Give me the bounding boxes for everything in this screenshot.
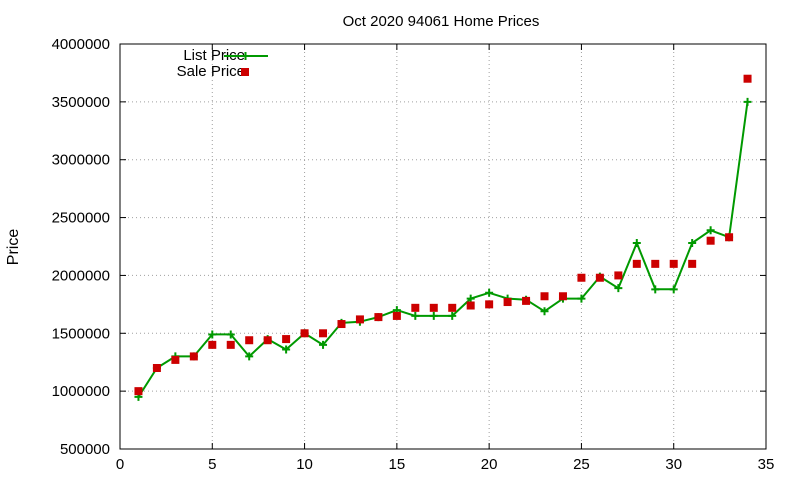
- sale-price-point: [411, 303, 420, 312]
- y-tick-label: 2500000: [52, 210, 110, 227]
- list-price-point: [614, 284, 623, 293]
- list-price-point: [577, 294, 586, 303]
- sale-price-point: [208, 340, 217, 349]
- list-price-point: [282, 345, 291, 354]
- list-price-point: [743, 97, 752, 106]
- list-price-point: [485, 288, 494, 297]
- y-tick-label: 3500000: [52, 94, 110, 111]
- sale-price-point: [632, 259, 641, 268]
- list-price-point: [466, 294, 475, 303]
- legend-label-sale-price: Sale Price: [177, 63, 245, 80]
- x-tick-label: 0: [116, 456, 124, 473]
- sale-price-point: [263, 336, 272, 345]
- sale-price-point: [152, 364, 161, 372]
- y-tick-label: 3000000: [52, 152, 110, 169]
- plot-series: [134, 74, 752, 401]
- plot-frame: [119, 43, 767, 450]
- sale-price-point: [558, 292, 567, 301]
- sale-price-point: [429, 303, 438, 312]
- grid-lines: [120, 44, 766, 449]
- sale-price-point: [337, 320, 346, 329]
- x-tick-label: 5: [208, 456, 216, 473]
- legend-marker-list-price: [241, 52, 250, 60]
- sale-price-point: [189, 352, 198, 361]
- sale-price-point: [355, 315, 364, 324]
- sale-price-point: [466, 301, 475, 310]
- sale-price-point: [706, 236, 715, 245]
- sale-price-point: [595, 273, 604, 282]
- sale-price-point: [577, 273, 586, 282]
- sale-price-point: [503, 298, 512, 307]
- sale-price-point: [448, 303, 457, 312]
- sale-price-point: [374, 313, 383, 322]
- sale-price-point: [319, 329, 328, 338]
- sale-price-point: [688, 259, 697, 268]
- sale-price-point: [392, 311, 401, 320]
- list-price-point: [245, 352, 254, 361]
- sale-price-point: [134, 387, 143, 396]
- sale-price-point: [725, 233, 734, 242]
- axis-ticks: 0 5 10 15 20 25 30 35 500000 1000000 1500000 200000…: [52, 36, 775, 473]
- sale-price-point: [485, 300, 494, 309]
- x-tick-label: 15: [389, 456, 406, 473]
- list-price-point: [429, 311, 438, 320]
- sale-price-point: [651, 259, 660, 268]
- x-tick-label: 35: [758, 456, 775, 473]
- list-price-line: [137, 101, 749, 398]
- list-price-point: [651, 285, 660, 294]
- x-tick-label: 20: [481, 456, 498, 473]
- y-tick-label: 1500000: [52, 325, 110, 342]
- sale-price-point: [743, 74, 752, 83]
- sale-price-point: [282, 335, 291, 344]
- sale-price-point: [540, 292, 549, 301]
- y-tick-label: 2000000: [52, 267, 110, 284]
- list-price-point: [226, 330, 235, 339]
- sale-price-point: [614, 271, 623, 280]
- list-price-point: [632, 239, 641, 248]
- list-price-point: [706, 226, 715, 235]
- x-tick-label: 10: [296, 456, 313, 473]
- list-price-point: [688, 239, 697, 248]
- list-price-point: [411, 311, 420, 320]
- list-price-point: [208, 330, 217, 339]
- legend-label-list-price: List Price: [183, 47, 245, 64]
- list-price-point: [669, 285, 678, 294]
- sale-price-point: [171, 355, 180, 364]
- sale-price-point: [226, 340, 235, 349]
- legend: List Price Sale Price: [177, 47, 268, 80]
- list-price-point: [540, 307, 549, 316]
- list-price-point: [319, 340, 328, 349]
- chart-title: Oct 2020 94061 Home Prices: [343, 13, 540, 30]
- sale-price-point: [245, 336, 254, 345]
- list-price-point: [448, 311, 457, 320]
- legend-marker-sale-price: [241, 68, 249, 76]
- sale-price-point: [522, 296, 531, 305]
- y-axis-title: Price: [5, 229, 22, 266]
- x-tick-label: 25: [573, 456, 590, 473]
- x-tick-label: 30: [665, 456, 682, 473]
- y-tick-label: 500000: [60, 441, 110, 458]
- y-tick-label: 1000000: [52, 383, 110, 400]
- y-tick-label: 4000000: [52, 36, 110, 53]
- sale-price-point: [300, 329, 309, 338]
- sale-price-point: [669, 259, 678, 268]
